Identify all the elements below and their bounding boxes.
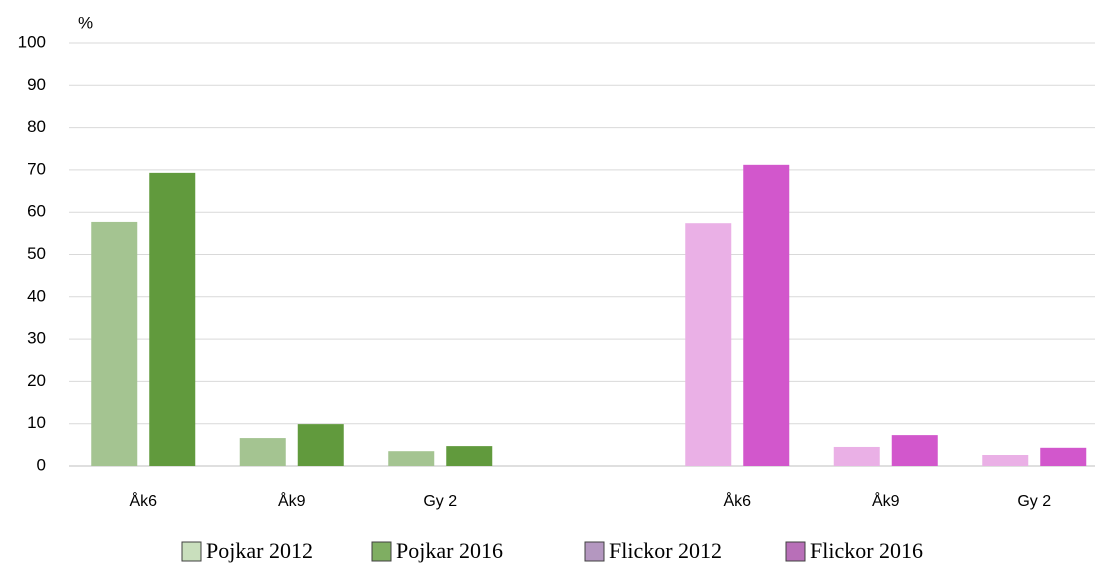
x-tick-label: Gy 2 [423, 493, 457, 510]
x-tick-label: Gy 2 [1017, 493, 1051, 510]
legend-label: Flickor 2012 [609, 538, 722, 563]
bar [1040, 447, 1087, 466]
bar [685, 223, 732, 466]
y-tick-label: 100 [18, 32, 46, 51]
legend-label: Pojkar 2016 [396, 538, 503, 563]
y-tick-label: 0 [37, 455, 46, 474]
legend-label: Flickor 2016 [810, 538, 923, 563]
y-tick-label: 10 [27, 413, 46, 432]
x-tick-label: Åk6 [723, 491, 751, 510]
x-tick-label: Åk9 [278, 491, 306, 510]
y-tick-label: 40 [27, 286, 46, 305]
legend-swatch [371, 541, 392, 562]
bar [833, 446, 880, 466]
y-tick-label: 30 [27, 329, 46, 348]
legend-swatch [584, 541, 605, 562]
bar [891, 435, 938, 466]
y-axis-label: % [78, 13, 93, 32]
y-tick-label: 70 [27, 159, 46, 178]
y-tick-label: 90 [27, 75, 46, 94]
bar [149, 172, 196, 466]
y-tick-label: 60 [27, 202, 46, 221]
bar [388, 451, 435, 466]
bar [239, 438, 286, 466]
legend-swatch [181, 541, 202, 562]
legend-swatch [785, 541, 806, 562]
bar [91, 221, 138, 466]
bar [297, 424, 344, 466]
bar [743, 164, 790, 466]
y-tick-label: 20 [27, 371, 46, 390]
legend-label: Pojkar 2012 [206, 538, 313, 563]
x-tick-label: Åk6 [129, 491, 157, 510]
y-tick-label: 50 [27, 244, 46, 263]
bar [446, 446, 493, 466]
x-tick-label: Åk9 [872, 491, 900, 510]
bar [982, 455, 1029, 466]
y-tick-label: 80 [27, 117, 46, 136]
